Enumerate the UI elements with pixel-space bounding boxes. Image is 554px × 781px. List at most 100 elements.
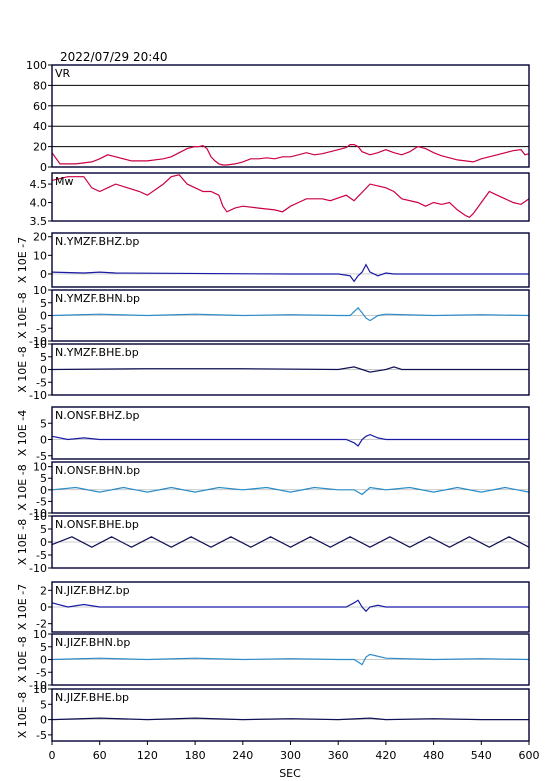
y-tick-label: 40 (33, 120, 47, 133)
y-tick-label: 0 (40, 654, 47, 667)
y-tick-label: 80 (33, 79, 47, 92)
panel-frame (51, 232, 530, 288)
x-tick-label: 60 (93, 749, 107, 762)
y-tick-label: 5 (40, 417, 47, 430)
panel-label: N.ONSF.BHZ.bp (55, 409, 139, 422)
series-line (51, 653, 530, 666)
panel-label: N.ONSF.BHE.bp (55, 518, 139, 531)
y-tick-label: 2 (40, 584, 47, 597)
y-axis-unit-label: X 10E -7 (16, 584, 29, 630)
panel-frame (51, 172, 530, 222)
y-tick-label: -5 (36, 450, 47, 463)
panel-label: N.YMZF.BHE.bp (55, 346, 139, 359)
x-tick-label: 600 (519, 749, 540, 762)
series-line (51, 307, 530, 322)
y-tick-label: 0 (40, 310, 47, 323)
panel-10: -5 0 5 10 N.JIZF.BHE.bp X 10E -8 (16, 683, 530, 742)
y-tick-label: -10 (29, 389, 47, 402)
y-tick-label: 10 (33, 683, 47, 696)
y-tick-label: -5 (36, 549, 47, 562)
y-tick-label: 0 (40, 536, 47, 549)
y-tick-label: -10 (29, 335, 47, 348)
x-axis-label: SEC (279, 767, 301, 780)
timestamp: 2022/07/29 20:40 (60, 50, 168, 64)
panel-label: N.JIZF.BHZ.bp (55, 584, 130, 597)
y-tick-label: 0 (40, 484, 47, 497)
panel-8: -2 0 2 N.JIZF.BHZ.bp X 10E -7 (16, 581, 530, 633)
panel-label: N.YMZF.BHZ.bp (55, 235, 139, 248)
panel-1: 3.5 4.0 4.5 Mw (30, 172, 530, 228)
y-tick-label: 10 (33, 461, 47, 474)
panel-label: N.YMZF.BHN.bp (55, 292, 140, 305)
x-tick-label: 540 (471, 749, 492, 762)
panel-label: Mw (55, 175, 74, 188)
y-tick-label: 10 (33, 284, 47, 297)
y-tick-label: 0 (40, 601, 47, 614)
y-axis-unit-label: X 10E -8 (16, 346, 29, 392)
x-tick-label: 180 (185, 749, 206, 762)
y-tick-label: 10 (33, 338, 47, 351)
series-line (51, 433, 529, 447)
y-tick-label: 4.5 (30, 178, 48, 191)
panel-label: N.JIZF.BHE.bp (55, 691, 129, 704)
y-tick-label: 10 (33, 628, 47, 641)
y-tick-label: 20 (33, 141, 47, 154)
series-line (51, 717, 529, 721)
y-tick-label: -10 (29, 562, 47, 575)
y-tick-label: -5 (36, 495, 47, 508)
series-line (51, 536, 530, 548)
panel-label: VR (55, 67, 71, 80)
y-tick-label: -2 (36, 618, 47, 631)
series-line (51, 144, 530, 166)
y-tick-label: 3.5 (30, 215, 48, 228)
y-tick-label: 0 (40, 364, 47, 377)
series-line (51, 599, 529, 613)
y-tick-label: 0 (40, 714, 47, 727)
y-tick-label: 5 (40, 698, 47, 711)
y-tick-label: 100 (26, 59, 47, 72)
series-line (51, 366, 529, 373)
panel-frame (51, 406, 530, 460)
x-axis: 0 60 120 180 240 300 360 420 480 540 600 (49, 741, 540, 762)
y-tick-label: 5 (40, 297, 47, 310)
x-tick-label: 240 (232, 749, 253, 762)
series-line (51, 174, 530, 219)
panel-frame (51, 64, 530, 168)
x-tick-label: 360 (328, 749, 349, 762)
y-tick-label: -5 (36, 666, 47, 679)
x-tick-label: 300 (280, 749, 301, 762)
y-tick-label: 0 (40, 268, 47, 281)
y-axis-unit-label: X 10E -8 (16, 292, 29, 338)
panel-label: N.ONSF.BHN.bp (55, 464, 140, 477)
y-tick-label: -5 (36, 729, 47, 742)
y-axis-unit-label: X 10E -4 (16, 410, 29, 456)
x-tick-label: 420 (375, 749, 396, 762)
y-tick-label: 5 (40, 641, 47, 654)
y-tick-label: 5 (40, 351, 47, 364)
x-tick-label: 0 (49, 749, 56, 762)
x-tick-label: 480 (423, 749, 444, 762)
panel-frame (51, 461, 530, 514)
y-tick-label: -5 (36, 322, 47, 335)
series-line (51, 263, 529, 283)
y-axis-unit-label: X 10E -8 (16, 636, 29, 682)
y-tick-label: 0 (40, 161, 47, 174)
panel-5: -5 0 5 N.ONSF.BHZ.bp X 10E -4 (16, 406, 530, 463)
y-tick-label: 5 (40, 472, 47, 485)
panel-label: N.JIZF.BHN.bp (55, 636, 130, 649)
y-axis-unit-label: X 10E -8 (16, 464, 29, 510)
y-tick-label: -5 (36, 376, 47, 389)
y-tick-label: 10 (33, 510, 47, 523)
y-axis-unit-label: X 10E -8 (16, 692, 29, 738)
y-axis-unit-label: X 10E -8 (16, 519, 29, 565)
y-tick-label: 20 (33, 231, 47, 244)
y-tick-label: 4.0 (30, 197, 48, 210)
series-line (51, 486, 530, 496)
